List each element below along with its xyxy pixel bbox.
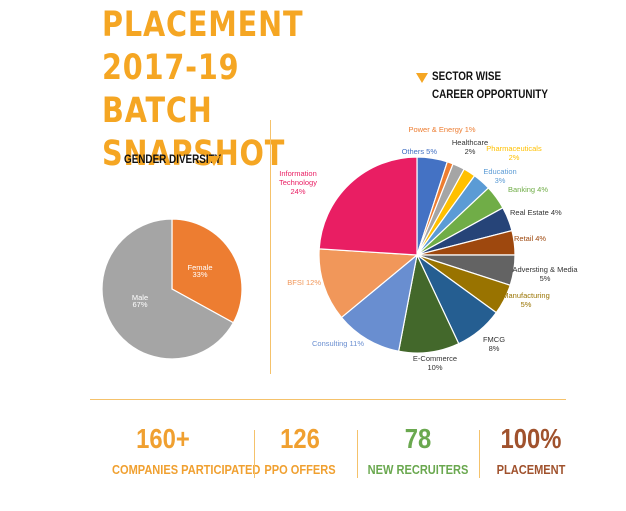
gender-diversity-label: GENDER DIVERSITY (124, 154, 221, 166)
sector-label-line-1: SECTOR WISE (432, 71, 502, 83)
sector-label-information-technology: Technology (279, 178, 317, 187)
gender-slice-male (101, 218, 235, 360)
sector-label-fmcg-value: 8% (489, 344, 500, 353)
title-line-2: BATCH SNAPSHOT (102, 91, 286, 174)
sector-label-consulting: Consulting 11% (312, 339, 364, 348)
sector-slice-information-technology (318, 156, 418, 256)
stat-separator (254, 430, 255, 478)
gender-slice-female (171, 218, 243, 324)
sector-label-education: Education (483, 167, 516, 176)
sector-label-manufacturing-value: 5% (521, 300, 532, 309)
stat-label: COMPANIES PARTICIPATED (112, 462, 261, 477)
stat-value: 160+ (136, 423, 190, 454)
sector-label-power-and-energy: Power & Energy 1% (408, 125, 475, 134)
stat-value: 126 (280, 423, 320, 454)
stat-label: PPO OFFERS (264, 462, 336, 477)
sector-slice-consulting (340, 253, 418, 352)
sector-label-adversting-and-media: Adversting & Media (512, 265, 578, 274)
stat-separator (479, 430, 480, 478)
triangle-marker-icon (208, 156, 220, 166)
sector-label-fmcg: FMCG (483, 335, 505, 344)
gender-label-text: GENDER DIVERSITY (124, 154, 222, 166)
horizontal-divider (90, 399, 566, 400)
sector-label-education-value: 3% (495, 176, 506, 185)
sector-label-information-technology-value: 24% (290, 187, 305, 196)
gender-value-male: 67% (132, 300, 147, 309)
sector-label-manufacturing: Manufacturing (502, 291, 550, 300)
sector-label-healthcare: Healthcare (452, 138, 488, 147)
stat-value: 78 (404, 423, 432, 454)
sector-label-real-estate: Real Estate 4% (510, 208, 562, 217)
sector-label-bfsi: BFSI 12% (287, 278, 321, 287)
triangle-marker-icon (416, 73, 428, 83)
stat-recruiters: 78 NEW RECRUITERS (358, 422, 478, 477)
sector-label-information-technology: Information (279, 169, 317, 178)
sector-label-others: Others 5% (402, 147, 438, 156)
sector-label-e-commerce: E-Commerce (413, 354, 457, 363)
sector-label-healthcare-value: 2% (465, 147, 476, 156)
stat-value: 100% (500, 423, 562, 454)
title-line-1: PLACEMENT 2017-19 (102, 5, 304, 88)
sector-label-pharmaceuticals-value: 2% (509, 153, 520, 162)
sector-label-retail: Retail 4% (514, 234, 546, 243)
stat-separator (357, 430, 358, 478)
stat-label: PLACEMENT (496, 462, 566, 477)
sector-label-e-commerce-value: 10% (427, 363, 442, 372)
stat-label: NEW RECRUITERS (367, 462, 469, 477)
sector-label-line-2: CAREER OPPORTUNITY (432, 89, 548, 101)
stat-placement: 100% PLACEMENT (471, 422, 591, 477)
gender-value-female: 33% (192, 270, 207, 279)
sector-wise-label: SECTOR WISE CAREER OPPORTUNITY (432, 68, 548, 104)
gender-label-female: Female (187, 263, 212, 272)
page-title: PLACEMENT 2017-19 BATCH SNAPSHOT (102, 4, 373, 176)
sector-label-banking: Banking 4% (508, 185, 548, 194)
sector-label-pharmaceuticals: Pharmaceuticals (486, 144, 542, 153)
sector-slice-bfsi (318, 248, 419, 319)
gender-label-male: Male (132, 293, 148, 302)
vertical-divider (270, 120, 271, 374)
stat-companies: 160+ COMPANIES PARTICIPATED (103, 422, 261, 477)
stat-ppo: 126 PPO OFFERS (240, 422, 360, 477)
sector-label-adversting-and-media-value: 5% (540, 274, 551, 283)
